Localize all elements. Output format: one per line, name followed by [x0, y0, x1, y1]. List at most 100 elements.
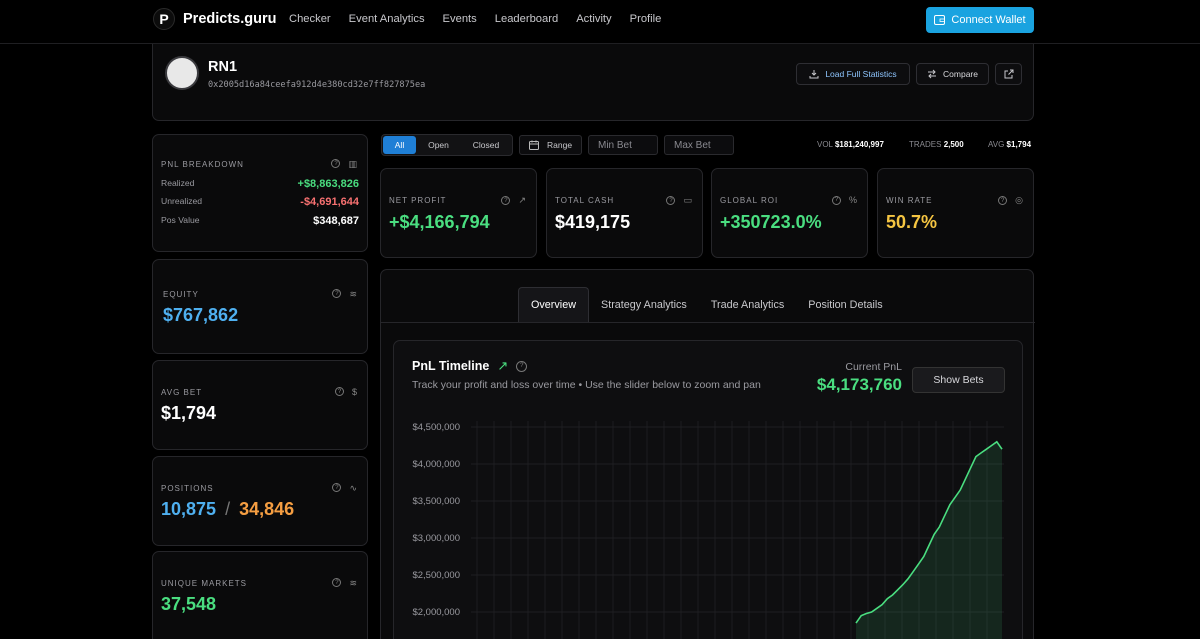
- help-icon[interactable]: ?: [332, 483, 342, 492]
- tab-overview[interactable]: Overview: [518, 287, 589, 322]
- activity-icon: ∿: [349, 483, 357, 493]
- metric-label: GLOBAL ROI: [720, 196, 779, 205]
- external-link-button[interactable]: [995, 63, 1022, 85]
- brand[interactable]: P Predicts.guru: [153, 8, 276, 30]
- pnl-breakdown-title: PNL BREAKDOWN: [161, 160, 244, 169]
- pnl-timeline-chart[interactable]: $4,500,000 $4,000,000 $3,500,000 $3,000,000…: [394, 341, 1023, 639]
- help-icon[interactable]: ?: [831, 195, 841, 205]
- timeline-title: PnL Timeline: [412, 359, 490, 373]
- positions-card: POSITIONS ? ∿ 10,875 / 34,846: [152, 456, 368, 546]
- positions-separator: /: [225, 499, 231, 519]
- show-bets-button[interactable]: Show Bets: [912, 367, 1005, 393]
- top-nav: P Predicts.guru Checker Event Analytics …: [0, 0, 1200, 44]
- pnl-row-value: -$4,691,644: [300, 196, 359, 208]
- metric-icons: ? ▭: [666, 195, 692, 206]
- target-icon: ◎: [1015, 195, 1023, 205]
- calendar-icon: [529, 140, 539, 150]
- help-icon[interactable]: ?: [666, 196, 676, 205]
- help-icon[interactable]: ?: [998, 196, 1008, 205]
- download-icon: [809, 70, 819, 79]
- help-icon[interactable]: ?: [334, 387, 344, 396]
- positions-label: POSITIONS: [161, 484, 214, 493]
- pnl-row-value: $348,687: [313, 215, 359, 227]
- tab-position-details[interactable]: Position Details: [808, 298, 883, 311]
- range-button[interactable]: Range: [519, 135, 582, 155]
- help-icon[interactable]: ?: [516, 360, 528, 372]
- summary-trades: TRADES 2,500: [909, 140, 964, 149]
- nav-leaderboard[interactable]: Leaderboard: [494, 13, 559, 25]
- metric-label: NET PROFIT: [389, 196, 447, 205]
- pnl-breakdown-icons: ? ▥: [331, 159, 357, 170]
- unique-markets-icons: ? ≋: [332, 578, 357, 589]
- win-rate-card: WIN RATE ? ◎ 50.7%: [877, 168, 1034, 258]
- timeline-title-row: PnL Timeline ↗ ?: [412, 358, 528, 374]
- nav-activity[interactable]: Activity: [576, 13, 612, 25]
- load-full-statistics-button[interactable]: Load Full Statistics: [796, 63, 910, 85]
- range-label: Range: [547, 140, 573, 150]
- positions-total: 34,846: [239, 499, 295, 519]
- help-icon[interactable]: ?: [332, 289, 342, 298]
- positions-open: 10,875: [161, 499, 217, 519]
- compare-button[interactable]: Compare: [916, 63, 989, 85]
- nav-event-analytics[interactable]: Event Analytics: [348, 13, 425, 25]
- equity-icons: ? ≋: [332, 289, 357, 300]
- pnl-timeline-card: PnL Timeline ↗ ? Track your profit and l…: [393, 340, 1023, 639]
- pnl-row-realized: Realized +$8,863,826: [161, 178, 359, 190]
- help-icon[interactable]: ?: [332, 578, 342, 587]
- metric-value: +350723.0%: [720, 212, 822, 232]
- unique-markets-card: UNIQUE MARKETS ? ≋ 37,548: [152, 551, 368, 639]
- metric-icons: ? ◎: [998, 195, 1023, 206]
- connect-wallet-button[interactable]: Connect Wallet: [926, 7, 1034, 33]
- pnl-row-label: Unrealized: [161, 196, 203, 206]
- tab-trade-analytics[interactable]: Trade Analytics: [710, 298, 785, 311]
- wallet-icon: ▭: [683, 195, 692, 205]
- unique-markets-label: UNIQUE MARKETS: [161, 579, 248, 588]
- bar-chart-icon: ▥: [348, 159, 357, 169]
- max-bet-input[interactable]: Max Bet: [664, 135, 734, 155]
- pnl-row-label: Pos Value: [161, 215, 200, 225]
- summary-avg-label: AVG: [988, 140, 1005, 149]
- metric-icons: ? %: [831, 195, 857, 205]
- equity-value: $767,862: [163, 305, 239, 325]
- dollar-icon: $: [351, 387, 357, 397]
- summary-vol: VOL $181,240,997: [817, 140, 884, 149]
- min-bet-input[interactable]: Min Bet: [588, 135, 658, 155]
- metric-value: $419,175: [555, 212, 631, 232]
- y-tick-label: $2,500,000: [412, 570, 460, 581]
- filter-all[interactable]: All: [383, 136, 416, 154]
- metric-label: WIN RATE: [886, 196, 933, 205]
- nav-links: Checker Event Analytics Events Leaderboa…: [289, 13, 661, 25]
- wallet-address: 0x2005d16a84ceefa912d4e380cd32e7ff827875…: [208, 80, 426, 90]
- equity-label: EQUITY: [163, 290, 199, 299]
- tab-strategy-analytics[interactable]: Strategy Analytics: [601, 298, 687, 311]
- filter-open[interactable]: Open: [428, 140, 449, 150]
- analytics-tabs: Overview Strategy Analytics Trade Analyt…: [518, 287, 895, 322]
- status-filter: All Open Closed: [381, 134, 513, 156]
- pnl-series-line: [855, 440, 1003, 624]
- avg-bet-card: AVG BET ? $ $1,794: [152, 360, 368, 450]
- metric-icons: ? ↗: [501, 195, 526, 206]
- pnl-row-unrealized: Unrealized -$4,691,644: [161, 196, 359, 208]
- nav-checker[interactable]: Checker: [289, 13, 331, 25]
- summary-vol-value: $181,240,997: [834, 140, 884, 149]
- nav-events[interactable]: Events: [442, 13, 477, 25]
- help-icon[interactable]: ?: [501, 196, 511, 205]
- avg-bet-icons: ? $: [334, 387, 357, 397]
- metric-value: 50.7%: [886, 212, 938, 232]
- pnl-breakdown-card: PNL BREAKDOWN ? ▥ Realized +$8,863,826 U…: [152, 134, 368, 252]
- global-roi-card: GLOBAL ROI ? % +350723.0%: [711, 168, 868, 258]
- current-pnl-value: $4,173,760: [816, 375, 902, 394]
- unique-markets-value: 37,548: [161, 594, 217, 614]
- net-profit-card: NET PROFIT ? ↗ +$4,166,794: [380, 168, 537, 258]
- layers-icon: ≋: [349, 578, 357, 588]
- summary-vol-label: VOL: [817, 140, 833, 149]
- tabs-divider: [381, 322, 1035, 323]
- wallet-icon: [934, 15, 946, 25]
- summary-trades-label: TRADES: [909, 140, 942, 149]
- brand-name: Predicts.guru: [183, 11, 277, 27]
- help-icon[interactable]: ?: [331, 159, 341, 168]
- nav-profile[interactable]: Profile: [629, 13, 662, 25]
- filter-closed[interactable]: Closed: [472, 140, 500, 150]
- analytics-panel: Overview Strategy Analytics Trade Analyt…: [380, 269, 1035, 639]
- positions-value: 10,875 / 34,846: [161, 499, 294, 520]
